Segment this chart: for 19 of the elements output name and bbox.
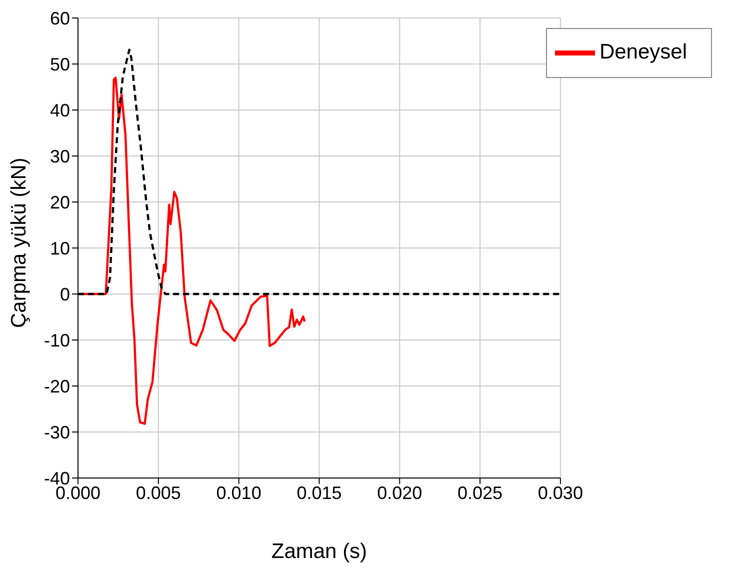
y-tick-label: 60 — [50, 8, 70, 28]
x-tick-label: 0.030 — [538, 482, 583, 503]
y-tick-label: 0 — [60, 284, 70, 304]
y-axis-title: Çarpma yükü (kN) — [7, 158, 30, 328]
x-tick-label: 0.025 — [458, 482, 503, 503]
y-tick-label: 20 — [50, 192, 70, 212]
x-tick-label: 0.010 — [216, 482, 262, 503]
y-tick-label: -20 — [44, 376, 70, 396]
y-tick-label: 10 — [50, 238, 70, 258]
y-tick-label: 30 — [50, 146, 70, 166]
x-tick-label: 0.005 — [136, 482, 181, 503]
y-tick-label: 40 — [50, 100, 70, 120]
x-tick-label: 0.020 — [377, 482, 422, 503]
y-tick-label: -30 — [44, 422, 70, 442]
legend-label: Deneysel — [599, 40, 687, 64]
y-tick-label: -10 — [44, 330, 70, 350]
x-axis-title: Zaman (s) — [271, 540, 368, 563]
x-tick-label: 0.015 — [296, 482, 342, 503]
y-tick-label: 50 — [50, 54, 70, 74]
